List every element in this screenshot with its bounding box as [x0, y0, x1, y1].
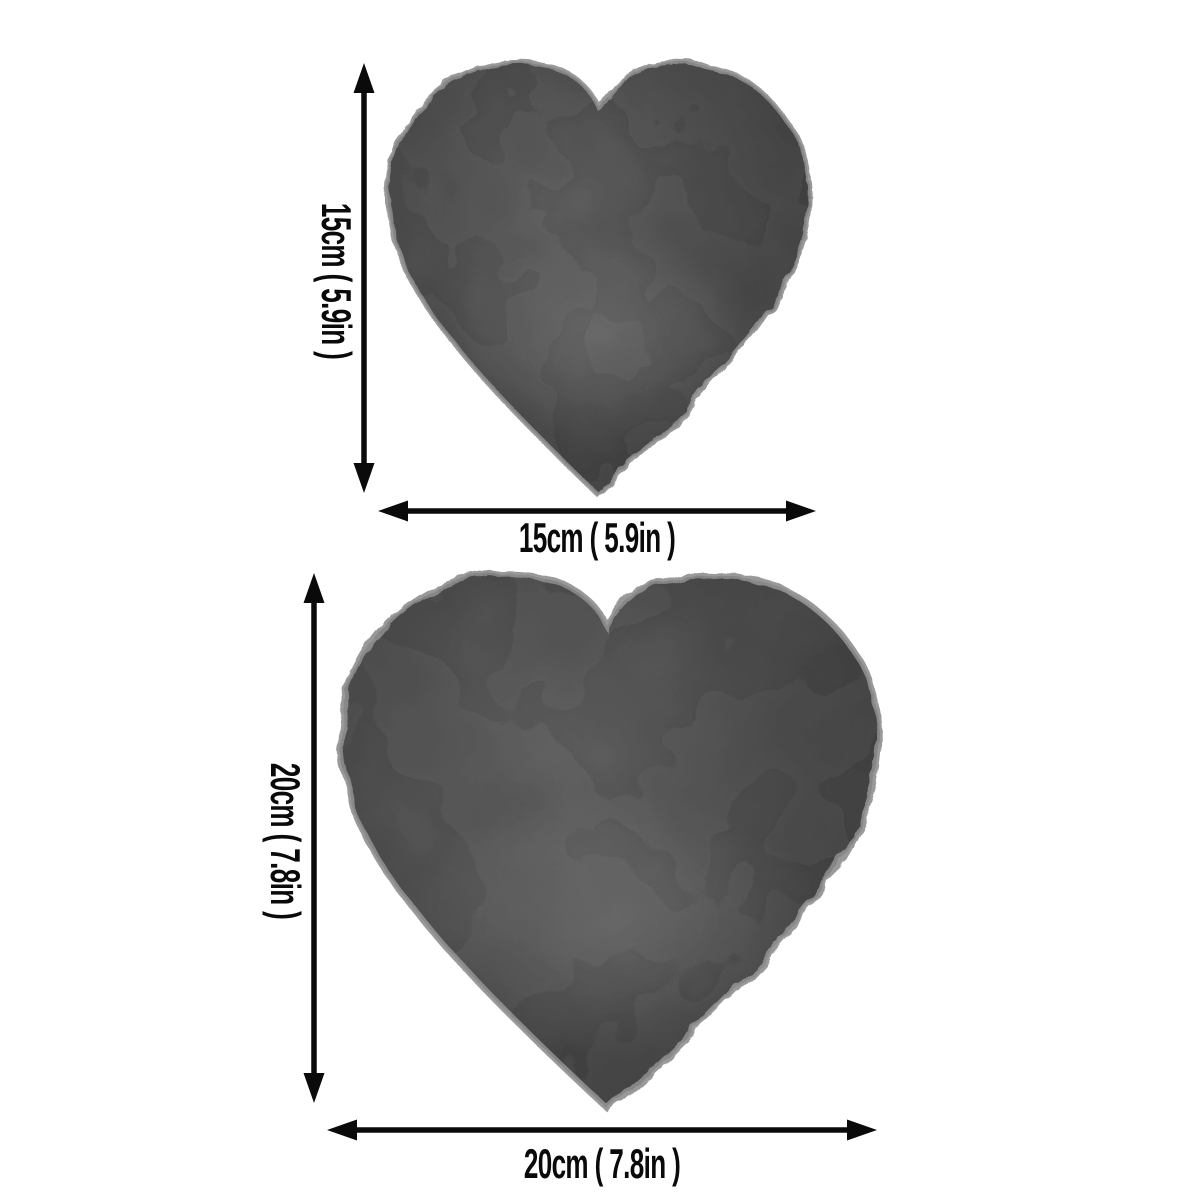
width-arrow-large-icon: [326, 1116, 878, 1144]
height-arrow-small-icon: [350, 62, 378, 494]
height-arrow-large-icon: [300, 572, 328, 1104]
width-label-large: 20cm ( 7.8in ): [523, 1140, 681, 1187]
slate-heart-small-photo: [385, 59, 813, 500]
height-label-large: 20cm ( 7.8in ): [262, 762, 309, 920]
width-arrow-small-icon: [377, 497, 817, 525]
width-label-small: 15cm ( 5.9in ): [518, 514, 676, 561]
height-label-small: 15cm ( 5.9in ): [313, 202, 360, 360]
slate-heart-large-photo: [337, 569, 883, 1116]
